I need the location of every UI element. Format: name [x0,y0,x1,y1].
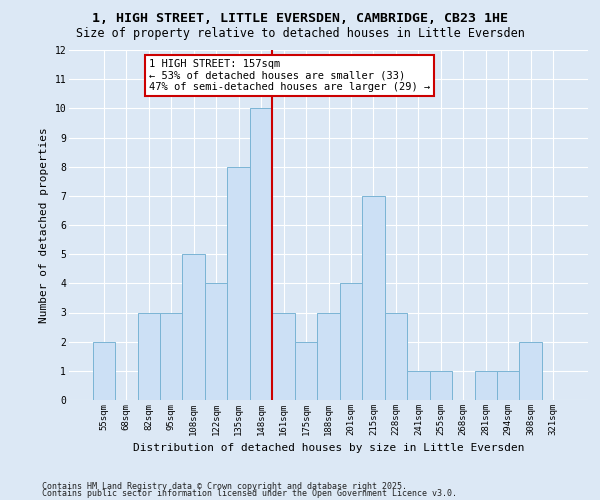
Bar [182,254,205,400]
Text: 1 HIGH STREET: 157sqm
← 53% of detached houses are smaller (33)
47% of semi-deta: 1 HIGH STREET: 157sqm ← 53% of detached … [149,59,430,92]
X-axis label: Distribution of detached houses by size in Little Eversden: Distribution of detached houses by size … [133,444,524,454]
Text: Contains public sector information licensed under the Open Government Licence v3: Contains public sector information licen… [42,489,457,498]
Text: Contains HM Land Registry data © Crown copyright and database right 2025.: Contains HM Land Registry data © Crown c… [42,482,407,491]
Bar [272,312,295,400]
Bar [385,312,407,400]
Bar [227,166,250,400]
Bar [407,371,430,400]
Bar [340,284,362,400]
Bar [430,371,452,400]
Bar [295,342,317,400]
Bar [137,312,160,400]
Text: Size of property relative to detached houses in Little Eversden: Size of property relative to detached ho… [76,28,524,40]
Bar [317,312,340,400]
Bar [205,284,227,400]
Text: 1, HIGH STREET, LITTLE EVERSDEN, CAMBRIDGE, CB23 1HE: 1, HIGH STREET, LITTLE EVERSDEN, CAMBRID… [92,12,508,26]
Bar [160,312,182,400]
Bar [250,108,272,400]
Y-axis label: Number of detached properties: Number of detached properties [39,127,49,323]
Bar [362,196,385,400]
Bar [497,371,520,400]
Bar [92,342,115,400]
Bar [475,371,497,400]
Bar [520,342,542,400]
